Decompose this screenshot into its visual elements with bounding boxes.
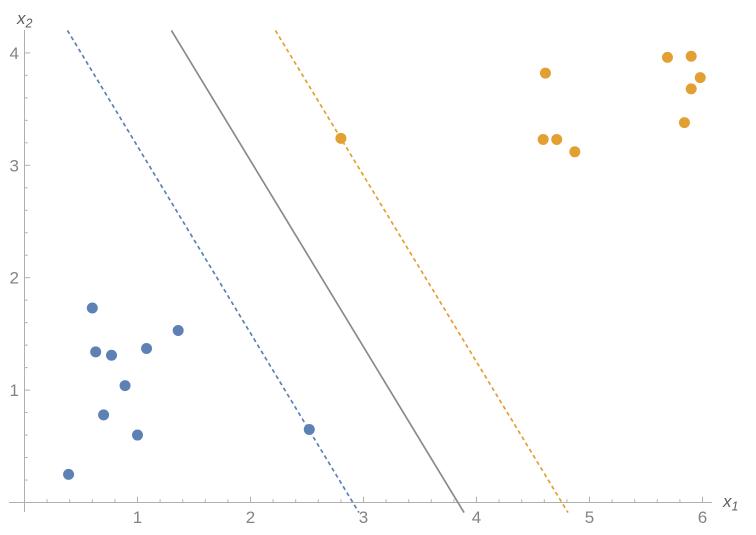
orange-class-point [678,117,690,129]
orange-class-point [539,67,551,79]
orange-class-point [335,132,347,144]
x-tick-label: 3 [359,508,368,527]
blue-class-point [132,429,143,441]
orange-class-point [537,133,549,145]
blue-class-point [63,468,75,480]
x-tick-label: 4 [472,508,481,527]
x-tick-label: 6 [698,508,707,527]
orange-class-point [685,83,697,95]
blue-class-point [303,423,315,435]
orange-class-point [551,133,563,145]
blue-class-point [98,409,110,421]
orange-class-point [569,146,581,158]
x-tick-label: 5 [585,508,594,527]
orange-margin-line [274,29,569,514]
x-tick-label: 2 [246,508,255,527]
x-tick-label: 1 [133,508,142,527]
orange-class-point [694,72,706,84]
blue-margin-line [66,29,360,514]
blue-class-point [119,380,131,392]
y-tick-label: 4 [10,44,19,63]
y-tick-label: 3 [10,156,19,175]
orange-class-point [661,51,673,63]
y-tick-label: 1 [10,381,19,400]
x-axis-label: x1 [722,492,738,514]
blue-class-point [106,349,118,361]
blue-class-point [141,343,153,355]
y-axis-label: x2 [16,9,33,31]
blue-class-point [86,302,98,314]
blue-class-point [90,346,102,358]
decision-boundary-line [170,29,465,514]
blue-class-point [172,325,184,337]
orange-class-point [685,50,697,62]
y-tick-label: 2 [10,269,19,288]
